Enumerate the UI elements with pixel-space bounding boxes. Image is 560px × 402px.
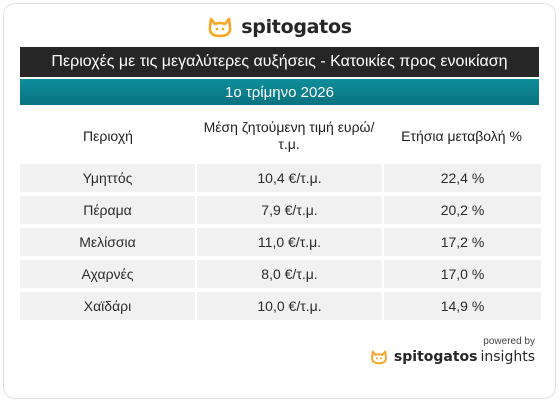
table-header-row: Περιοχή Μέση ζητούμενη τιμή ευρώ/τ.μ. Ετ… (20, 112, 541, 160)
price-cell: 10,0 €/τ.μ. (197, 292, 382, 320)
change-cell: 17,0 % (384, 260, 541, 288)
brand-header: spitogatos (4, 10, 555, 44)
brand-name: spitogatos (241, 16, 351, 38)
cat-logo-icon (370, 349, 388, 365)
powered-by-label: powered by (483, 336, 535, 347)
area-cell: Υμηττός (20, 164, 195, 192)
footer-brand-name: spitogatos (394, 349, 478, 365)
cat-logo-icon (207, 16, 233, 38)
footer-brand-suffix: insights (481, 349, 536, 365)
infographic-card: spitogatos Περιοχές με τις μεγαλύτερες α… (3, 3, 556, 399)
change-cell: 22,4 % (384, 164, 541, 192)
change-cell: 20,2 % (384, 196, 541, 224)
rent-increase-table: Περιοχή Μέση ζητούμενη τιμή ευρώ/τ.μ. Ετ… (20, 112, 541, 320)
table-row: Υμηττός 10,4 €/τ.μ. 22,4 % (20, 164, 541, 192)
header-avg-price: Μέση ζητούμενη τιμή ευρώ/τ.μ. (196, 119, 382, 153)
table-row: Πέραμα 7,9 €/τ.μ. 20,2 % (20, 196, 541, 224)
page-title: Περιοχές με τις μεγαλύτερες αυξήσεις - Κ… (20, 47, 539, 77)
table-row: Χαϊδάρι 10,0 €/τ.μ. 14,9 % (20, 292, 541, 320)
price-cell: 11,0 €/τ.μ. (197, 228, 382, 256)
table-row: Αχαρνές 8,0 €/τ.μ. 17,0 % (20, 260, 541, 288)
price-cell: 8,0 €/τ.μ. (197, 260, 382, 288)
footer-brand: spitogatos insights (370, 349, 535, 365)
header-annual-change: Ετήσια μεταβολή % (382, 128, 541, 145)
area-cell: Αχαρνές (20, 260, 195, 288)
header-area: Περιοχή (20, 128, 196, 145)
price-cell: 7,9 €/τ.μ. (197, 196, 382, 224)
change-cell: 14,9 % (384, 292, 541, 320)
table-row: Μελίσσια 11,0 €/τ.μ. 17,2 % (20, 228, 541, 256)
period-subtitle: 1ο τρίμηνο 2026 (20, 79, 539, 105)
change-cell: 17,2 % (384, 228, 541, 256)
area-cell: Χαϊδάρι (20, 292, 195, 320)
area-cell: Μελίσσια (20, 228, 195, 256)
price-cell: 10,4 €/τ.μ. (197, 164, 382, 192)
area-cell: Πέραμα (20, 196, 195, 224)
